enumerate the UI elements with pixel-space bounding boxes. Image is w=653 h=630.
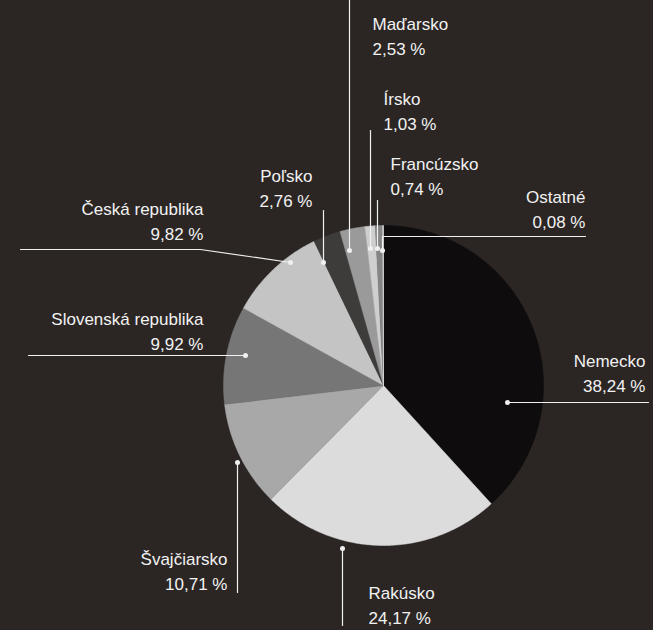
svg-text:Slovenská republika9,92 %: Slovenská republika9,92 % [51,310,204,355]
svg-text:Nemecko38,24 %: Nemecko38,24 % [574,352,646,397]
svg-text:Ostatné0,08 %: Ostatné0,08 % [526,188,586,233]
svg-text:Francúzsko0,74 %: Francúzsko0,74 % [391,155,479,200]
svg-text:Maďarsko2,53 %: Maďarsko2,53 % [373,15,449,60]
svg-text:Írsko1,03 %: Írsko1,03 % [384,90,437,135]
svg-text:Rakúsko24,17 %: Rakúsko24,17 % [369,584,435,629]
svg-text:Poľsko2,76 %: Poľsko2,76 % [260,167,313,212]
svg-text:Česká republika9,82 %: Česká republika9,82 % [82,200,204,245]
svg-text:Švajčiarsko10,71 %: Švajčiarsko10,71 % [141,550,228,595]
